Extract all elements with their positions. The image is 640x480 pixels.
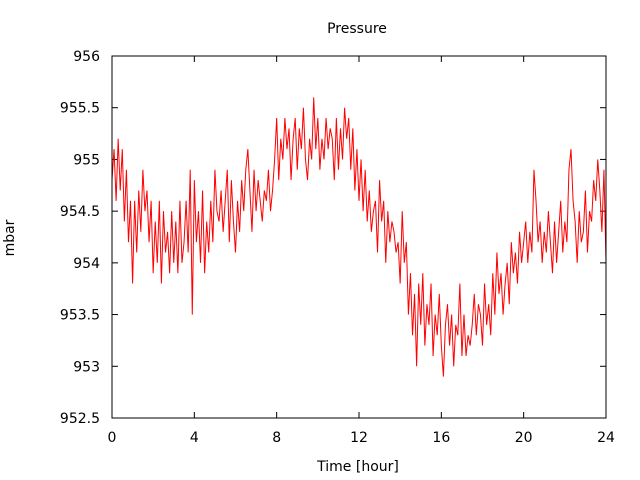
x-tick-label: 20 <box>515 430 533 446</box>
x-tick-label: 12 <box>350 430 368 446</box>
chart-title: Pressure <box>327 21 387 37</box>
x-tick-label: 0 <box>108 430 117 446</box>
y-axis-title: mbar <box>2 219 18 256</box>
y-tick-label: 954.5 <box>60 204 100 220</box>
y-tick-label: 954 <box>73 256 100 272</box>
plot-frame <box>111 55 607 419</box>
x-tick-label: 4 <box>190 430 199 446</box>
x-tick-label: 24 <box>597 430 615 446</box>
y-tick-label: 952.5 <box>60 411 100 427</box>
x-tick-label: 8 <box>272 430 281 446</box>
y-tick-label: 953 <box>73 359 100 375</box>
y-tick-label: 953.5 <box>60 308 100 324</box>
y-tick-label: 955.5 <box>60 101 100 117</box>
x-axis-title: Time [hour] <box>316 459 399 475</box>
y-tick-label: 956 <box>73 49 100 65</box>
series-group <box>111 97 607 377</box>
y-tick-label: 955 <box>73 152 100 168</box>
series-line-pressure <box>111 97 607 377</box>
x-tick-label: 16 <box>432 430 450 446</box>
